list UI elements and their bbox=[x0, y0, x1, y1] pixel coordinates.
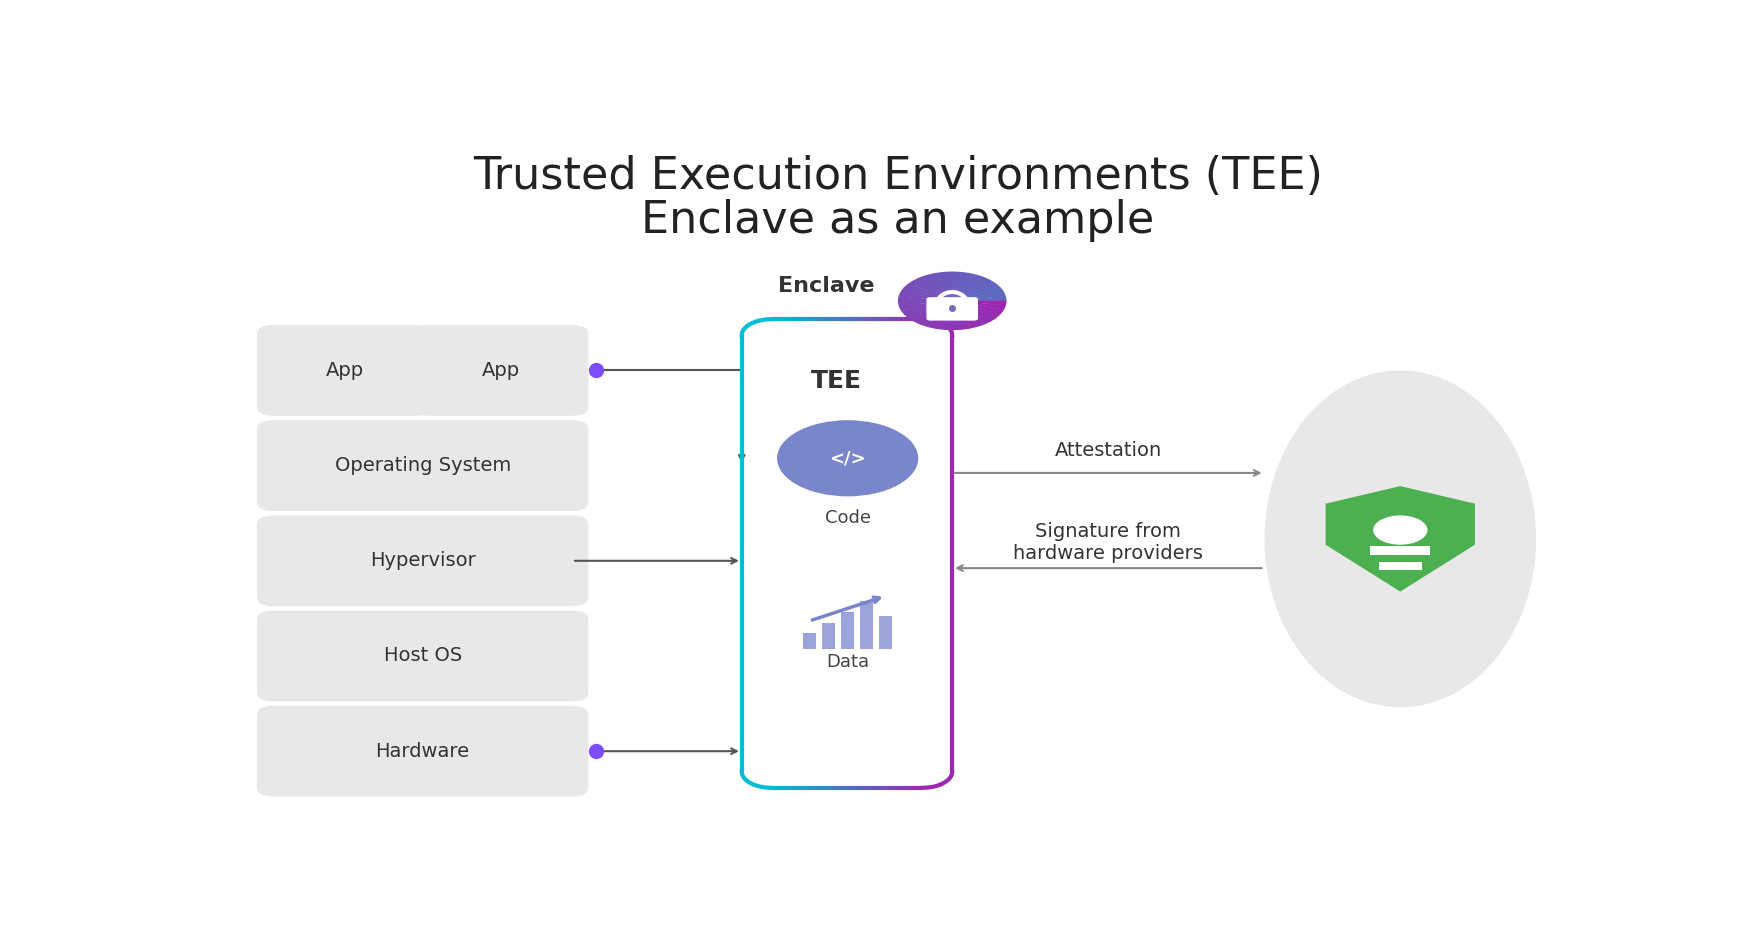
FancyBboxPatch shape bbox=[258, 611, 589, 702]
Text: Host OS: Host OS bbox=[384, 647, 463, 666]
Text: Trusted Execution Environments (TEE): Trusted Execution Environments (TEE) bbox=[473, 155, 1323, 198]
Wedge shape bbox=[953, 291, 1006, 301]
Wedge shape bbox=[920, 301, 953, 327]
Wedge shape bbox=[951, 272, 960, 301]
Wedge shape bbox=[953, 273, 978, 301]
Text: Enclave as an example: Enclave as an example bbox=[641, 199, 1155, 242]
FancyBboxPatch shape bbox=[258, 420, 589, 511]
Wedge shape bbox=[953, 275, 985, 301]
Circle shape bbox=[1374, 515, 1428, 545]
Bar bbox=[1379, 562, 1423, 570]
FancyBboxPatch shape bbox=[413, 325, 589, 416]
Wedge shape bbox=[908, 301, 953, 322]
Wedge shape bbox=[953, 301, 1000, 318]
Wedge shape bbox=[953, 280, 997, 301]
Wedge shape bbox=[953, 272, 969, 301]
Wedge shape bbox=[913, 277, 953, 301]
Wedge shape bbox=[943, 272, 953, 301]
FancyBboxPatch shape bbox=[258, 706, 589, 797]
Wedge shape bbox=[915, 301, 953, 325]
Text: TEE: TEE bbox=[811, 369, 862, 394]
Wedge shape bbox=[953, 287, 1004, 301]
Wedge shape bbox=[936, 301, 953, 330]
Wedge shape bbox=[953, 301, 992, 324]
Wedge shape bbox=[953, 301, 962, 330]
Wedge shape bbox=[901, 287, 953, 301]
Ellipse shape bbox=[1265, 371, 1537, 708]
Wedge shape bbox=[927, 301, 953, 329]
Bar bbox=[841, 612, 855, 649]
Wedge shape bbox=[908, 281, 953, 301]
Wedge shape bbox=[953, 296, 1006, 301]
Wedge shape bbox=[927, 273, 953, 301]
Text: </>: </> bbox=[829, 449, 865, 467]
Polygon shape bbox=[1326, 486, 1475, 592]
Wedge shape bbox=[953, 301, 978, 329]
Wedge shape bbox=[953, 301, 971, 330]
Text: Attestation: Attestation bbox=[1055, 441, 1162, 460]
Text: Data: Data bbox=[827, 652, 869, 670]
FancyBboxPatch shape bbox=[258, 515, 589, 606]
Wedge shape bbox=[920, 275, 953, 301]
Wedge shape bbox=[901, 301, 953, 315]
Bar bbox=[802, 632, 816, 649]
Wedge shape bbox=[953, 283, 1000, 301]
Wedge shape bbox=[934, 272, 953, 301]
Wedge shape bbox=[897, 301, 953, 306]
FancyBboxPatch shape bbox=[927, 297, 978, 320]
Text: Hypervisor: Hypervisor bbox=[370, 552, 475, 571]
Text: Hardware: Hardware bbox=[375, 742, 470, 761]
Wedge shape bbox=[899, 297, 953, 301]
Wedge shape bbox=[953, 301, 1006, 305]
Wedge shape bbox=[953, 277, 990, 301]
Text: Signature from
hardware providers: Signature from hardware providers bbox=[1013, 522, 1204, 563]
Bar bbox=[822, 623, 836, 649]
Bar bbox=[1370, 546, 1430, 555]
Wedge shape bbox=[904, 283, 953, 301]
Wedge shape bbox=[953, 301, 1006, 310]
Text: App: App bbox=[326, 361, 364, 379]
Wedge shape bbox=[953, 301, 985, 327]
Wedge shape bbox=[899, 292, 953, 301]
Text: Enclave: Enclave bbox=[778, 276, 874, 296]
Circle shape bbox=[778, 420, 918, 496]
Wedge shape bbox=[904, 301, 953, 319]
Wedge shape bbox=[944, 301, 953, 330]
Wedge shape bbox=[953, 301, 1004, 314]
Text: Operating System: Operating System bbox=[335, 456, 512, 476]
Text: Code: Code bbox=[825, 510, 871, 528]
Bar bbox=[880, 615, 892, 649]
Text: App: App bbox=[482, 361, 520, 379]
Wedge shape bbox=[899, 301, 953, 310]
Bar bbox=[860, 601, 874, 649]
Wedge shape bbox=[953, 301, 997, 321]
FancyBboxPatch shape bbox=[258, 325, 433, 416]
